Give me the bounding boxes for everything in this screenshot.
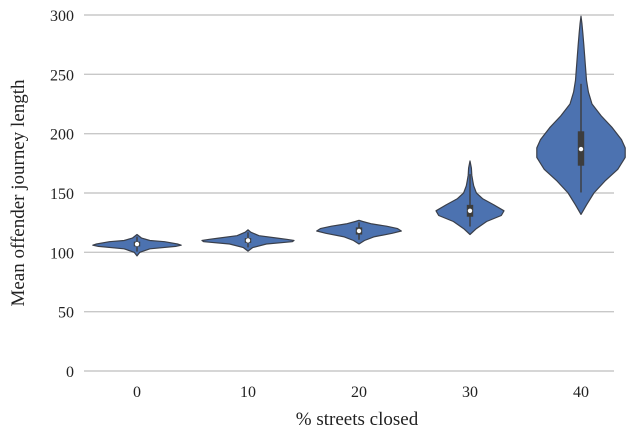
median-dot-30 bbox=[467, 208, 473, 213]
y-tick-label: 0 bbox=[66, 364, 74, 381]
y-axis-title: Mean offender journey length bbox=[8, 79, 29, 307]
y-tick-label: 150 bbox=[50, 186, 74, 203]
violins bbox=[92, 15, 626, 257]
y-tick-label: 100 bbox=[50, 245, 74, 262]
median-dot-0 bbox=[134, 241, 140, 247]
median-dot-40 bbox=[578, 146, 584, 152]
median-dot-20 bbox=[356, 228, 362, 234]
median-dot-10 bbox=[245, 238, 251, 243]
x-tick-label: 30 bbox=[462, 384, 478, 401]
x-tick-label: 0 bbox=[133, 384, 141, 401]
y-axis-ticks: 0 50 100 150 200 250 300 bbox=[50, 8, 74, 381]
x-tick-label: 40 bbox=[573, 384, 589, 401]
gridlines bbox=[84, 14, 614, 372]
x-tick-label: 20 bbox=[351, 384, 367, 401]
y-tick-label: 200 bbox=[50, 127, 74, 144]
x-axis-ticks: 0 10 20 30 40 bbox=[133, 384, 589, 401]
x-axis-title: % streets closed bbox=[296, 409, 419, 430]
x-tick-label: 10 bbox=[240, 384, 256, 401]
y-tick-label: 300 bbox=[50, 8, 74, 25]
y-tick-label: 250 bbox=[50, 67, 74, 84]
y-tick-label: 50 bbox=[58, 305, 74, 322]
